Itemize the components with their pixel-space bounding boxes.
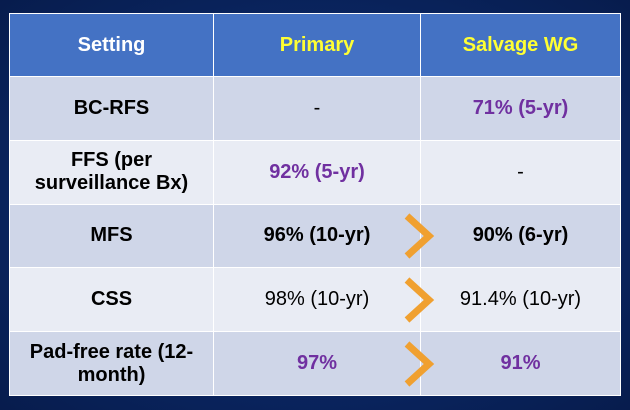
setting-cell: CSS (9, 267, 214, 333)
chevron-right-icon (404, 277, 435, 323)
primary-cell: 92% (5-yr) (213, 139, 421, 205)
primary-cell: 98% (10-yr) (213, 267, 421, 333)
header-setting: Setting (9, 13, 214, 77)
table-row: FFS (per surveillance Bx) 92% (5-yr) - (9, 139, 621, 205)
table-row: CSS 98% (10-yr) 91.4% (10-yr) (9, 267, 621, 333)
primary-cell: - (213, 76, 421, 141)
header-primary: Primary (213, 13, 421, 77)
salvage-value: 91.4% (10-yr) (459, 288, 582, 311)
table-row: MFS 96% (10-yr) 90% (6-yr) (9, 203, 621, 269)
chevron-right-icon (404, 340, 435, 387)
table-row: BC-RFS - 71% (5-yr) (9, 76, 621, 141)
header-row: Setting Primary Salvage WG (9, 13, 621, 77)
setting-cell: BC-RFS (9, 76, 214, 141)
setting-cell: Pad-free rate (12-month) (9, 331, 214, 396)
header-salvage-wg: Salvage WG (420, 13, 621, 77)
salvage-value: 90% (6-yr) (472, 224, 569, 247)
salvage-cell: 91.4% (10-yr) (404, 267, 621, 333)
chevron-right-icon (404, 213, 435, 259)
table-row: Pad-free rate (12-month) 97% 91% (9, 331, 621, 396)
setting-cell: FFS (per surveillance Bx) (9, 139, 214, 205)
results-table: Setting Primary Salvage WG BC-RFS - 71% … (9, 13, 621, 396)
salvage-cell: 71% (5-yr) (420, 76, 621, 141)
salvage-cell: 91% (404, 331, 621, 396)
setting-cell: MFS (9, 203, 214, 269)
salvage-cell: 90% (6-yr) (404, 203, 621, 269)
primary-cell: 97% (213, 331, 421, 396)
salvage-value: 91% (500, 352, 541, 375)
salvage-cell: - (420, 139, 621, 205)
primary-cell: 96% (10-yr) (213, 203, 421, 269)
